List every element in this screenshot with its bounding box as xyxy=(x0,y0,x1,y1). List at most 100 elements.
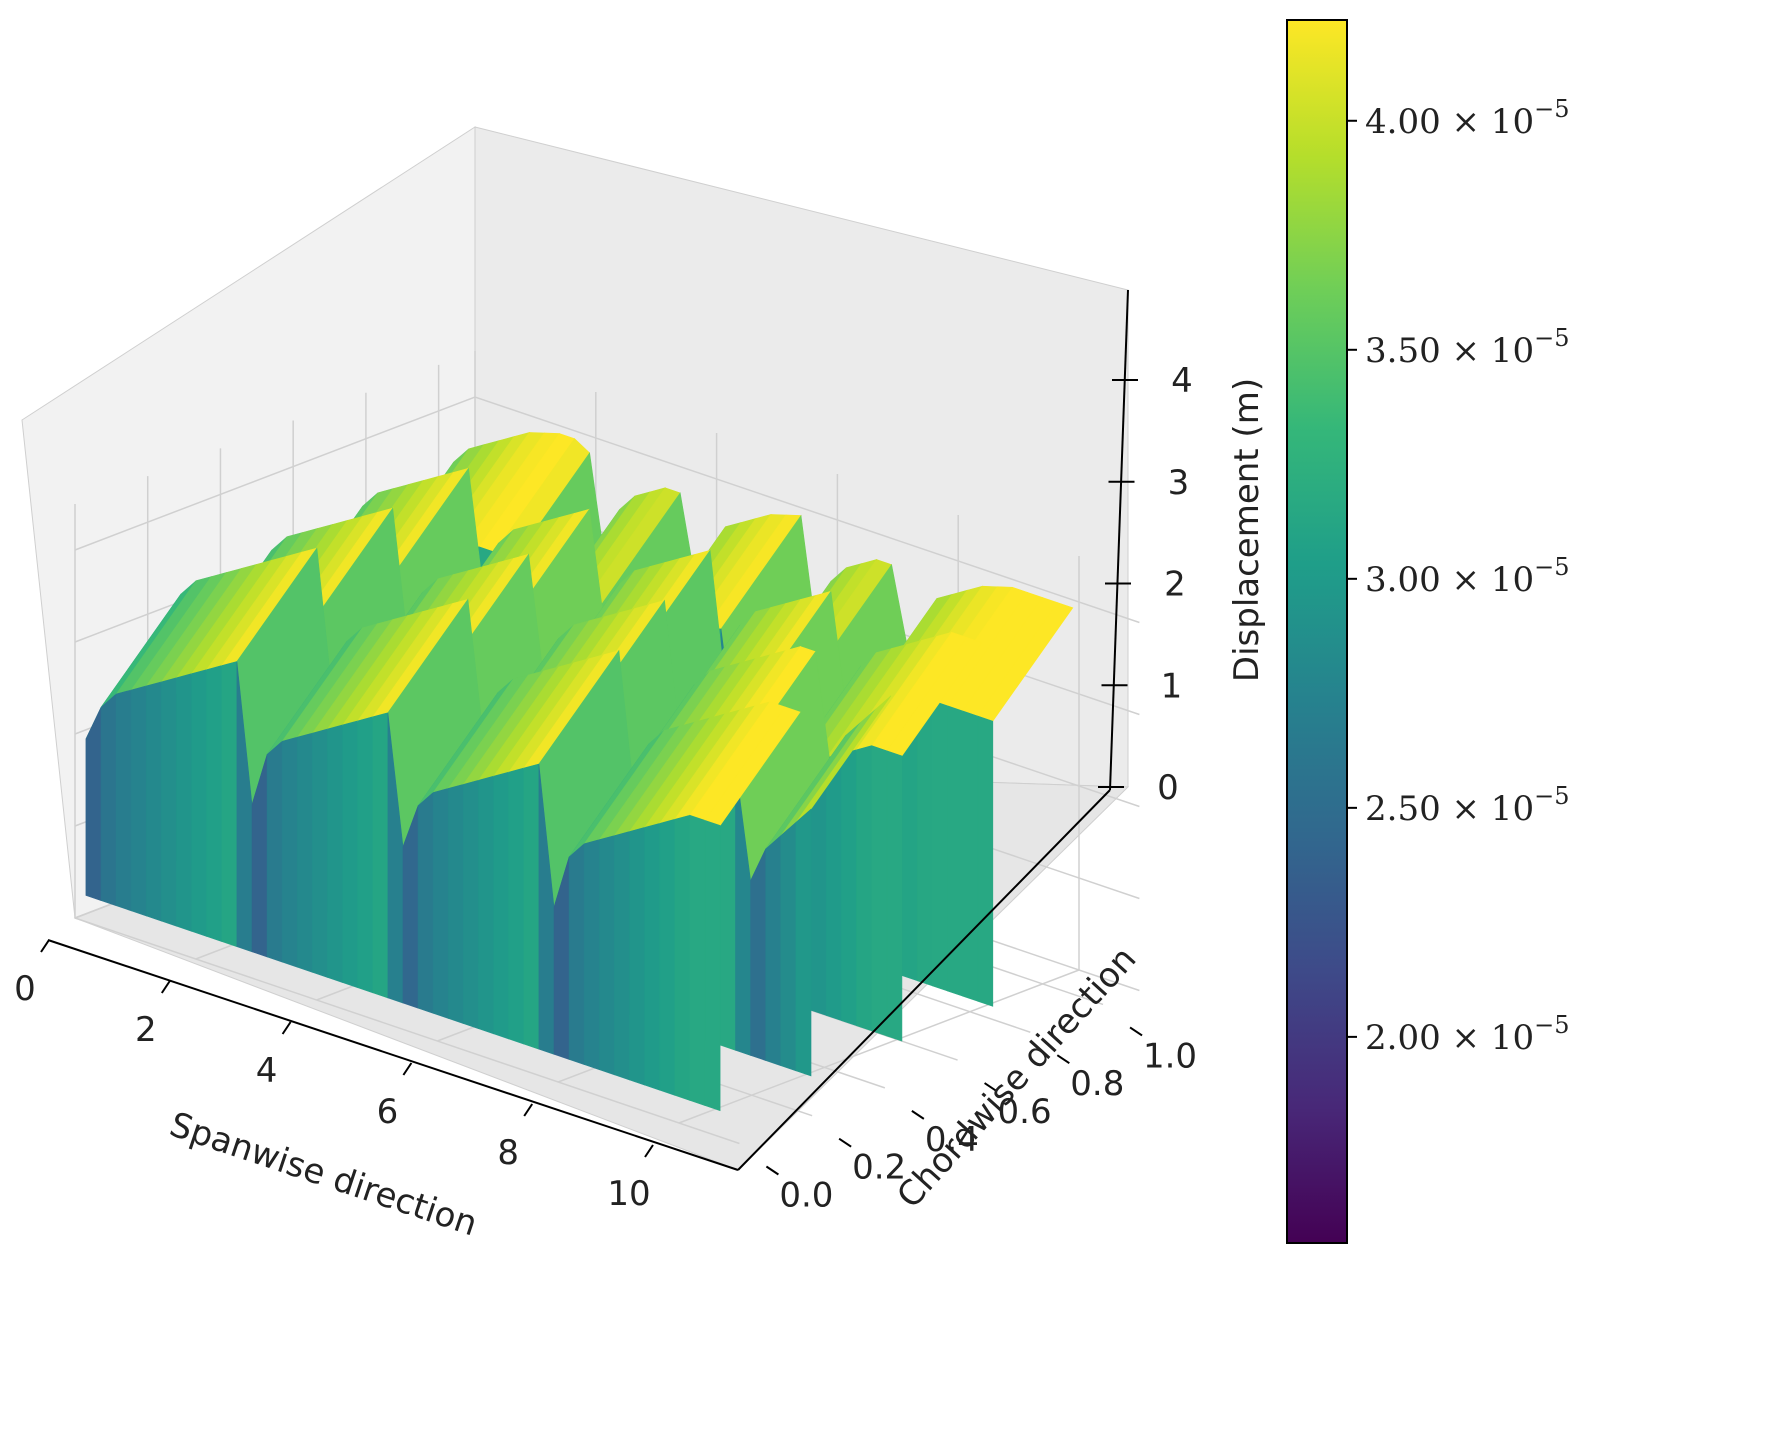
y-tick-mark xyxy=(765,1165,779,1176)
y-tick-mark xyxy=(1056,1054,1070,1065)
surface-facet-wall xyxy=(130,685,147,917)
surface-facet-wall xyxy=(206,665,223,942)
z-tick-label: 2 xyxy=(1164,565,1186,605)
surface-facet-wall xyxy=(917,699,933,987)
y-tick-mark xyxy=(984,1082,998,1092)
surface-facet-wall xyxy=(85,707,102,901)
surface-facet-wall xyxy=(191,669,208,937)
x-tick-label: 2 xyxy=(135,1010,157,1050)
surface-facet-wall xyxy=(448,783,464,1024)
surface-facet-wall xyxy=(327,724,343,983)
y-tick-mark xyxy=(838,1137,852,1148)
surface-facet-wall xyxy=(568,843,585,1065)
surface-facet-wall xyxy=(266,740,283,963)
gridline-y-floor xyxy=(74,917,740,1145)
surface-facet-wall xyxy=(463,779,479,1030)
y-tick-label: 0.0 xyxy=(779,1176,833,1216)
surface-facet-wall xyxy=(977,715,994,1007)
x-tick-label: 0 xyxy=(14,969,36,1009)
x-tick-mark xyxy=(402,1062,413,1076)
colorbar-tick-label: 2.00 × 10−5 xyxy=(1365,1011,1569,1058)
surface-facet-wall xyxy=(432,788,449,1019)
x-tick-mark xyxy=(523,1103,534,1117)
colorbar: Displacement (m) 2.00 × 10−5 2.50 × 10−5 3… xyxy=(1227,19,1569,1244)
z-tick-label: 3 xyxy=(1168,463,1190,503)
y-tick-mark xyxy=(1129,1026,1143,1037)
surface-facet-wall xyxy=(342,720,359,989)
gridline-z xyxy=(74,396,1140,624)
colorbar-gradient xyxy=(1286,19,1348,1244)
colorbar-ticks: 2.00 × 10−5 2.50 × 10−5 3.00 × 10−5 3.50 × … xyxy=(1347,95,1569,1058)
y-tick-label: 0.4 xyxy=(925,1120,979,1160)
colorbar-tick-label: 3.00 × 10−5 xyxy=(1365,553,1569,600)
surface-facet-wall xyxy=(417,791,434,1014)
surface-facet-wall xyxy=(372,712,389,999)
x-ticks: 0 2 4 6 8 10 xyxy=(14,939,654,1214)
x-tick-mark xyxy=(40,939,50,953)
surface-facet-wall xyxy=(146,681,162,922)
surface-facet-wall xyxy=(674,814,691,1101)
surface-facet-wall xyxy=(886,750,903,1042)
x-axis-line xyxy=(47,939,739,1171)
surface-facet-wall xyxy=(176,673,192,932)
colorbar-tick-label: 3.50 × 10−5 xyxy=(1365,324,1569,371)
surface-facet-wall xyxy=(100,693,117,907)
surface-facet-wall xyxy=(932,700,948,992)
y-tick-label: 0.2 xyxy=(852,1148,906,1188)
colorbar-tick-label: 4.00 × 10−5 xyxy=(1365,95,1569,142)
x-axis-title: Spanwise direction xyxy=(165,1105,482,1245)
surface-facet-wall xyxy=(629,827,645,1086)
x-tick-label: 4 xyxy=(256,1051,278,1091)
surface-facet-wall xyxy=(357,716,374,994)
x-tick-label: 6 xyxy=(377,1092,399,1132)
colorbar-tick-label: 2.50 × 10−5 xyxy=(1365,782,1569,829)
surface-facet-wall xyxy=(161,677,177,927)
surface-facet-wall xyxy=(583,839,600,1071)
surface-facet-wall xyxy=(281,736,298,968)
surface-facet-wall xyxy=(704,819,721,1112)
z-axis-line xyxy=(1109,289,1129,791)
y-tick-mark xyxy=(911,1110,925,1120)
surface-facet-wall xyxy=(312,728,328,978)
x-tick-mark xyxy=(644,1144,654,1158)
axes-lines xyxy=(47,289,1129,1171)
surface-facet-wall xyxy=(659,818,676,1096)
surface-facet-wall xyxy=(478,775,494,1035)
surface-facet-wall xyxy=(599,835,615,1076)
surface-facet-wall xyxy=(871,745,888,1037)
colorbar-label: Displacement (m) xyxy=(1227,378,1267,682)
displacement-surface xyxy=(85,431,1074,1112)
surface-facet-wall xyxy=(523,763,540,1050)
x-tick-mark xyxy=(281,1021,292,1035)
z-ticks: 0 1 2 3 4 xyxy=(1098,361,1193,808)
y-tick-label: 0.8 xyxy=(1070,1064,1124,1104)
surface-facet-wall xyxy=(962,710,979,1002)
z-tick-label: 4 xyxy=(1171,361,1193,401)
surface-facet-wall xyxy=(856,745,873,1032)
surface-facet-wall xyxy=(826,753,842,1022)
y-axis-line xyxy=(737,789,1111,1171)
z-tick-label: 0 xyxy=(1157,768,1179,808)
gridline-x-floor xyxy=(678,969,1080,1124)
surface-facet-wall xyxy=(795,808,812,1077)
x-tick-mark xyxy=(160,980,171,994)
x-tick-label: 10 xyxy=(607,1174,650,1214)
surface-facet-wall xyxy=(115,689,132,912)
surface-facet-wall xyxy=(493,771,510,1040)
z-tick-label: 1 xyxy=(1161,666,1183,706)
surface-facet-wall xyxy=(221,661,238,948)
surface-facet-wall xyxy=(841,749,857,1027)
y-tick-label: 0.6 xyxy=(998,1092,1052,1132)
surface-facet-wall xyxy=(750,848,767,1061)
y-tick-label: 1.0 xyxy=(1143,1036,1197,1076)
surface-facet-wall xyxy=(297,732,313,973)
surface-facet-wall xyxy=(689,814,706,1106)
surface-facet-wall xyxy=(644,822,661,1091)
x-tick-label: 8 xyxy=(497,1133,519,1173)
surface-facet-wall xyxy=(780,821,797,1072)
surface-facet-wall xyxy=(614,831,630,1081)
surface-facet-wall xyxy=(765,834,782,1067)
y-ticks: 0.0 0.2 0.4 0.6 0.8 1.0 xyxy=(765,1026,1197,1216)
